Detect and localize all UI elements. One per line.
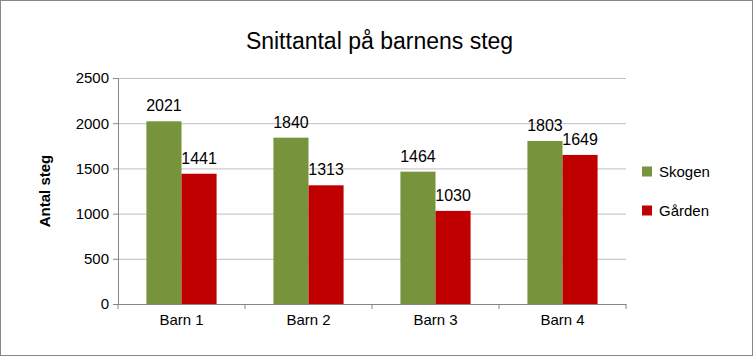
y-tick: 1000 — [76, 205, 118, 222]
grid — [118, 79, 626, 305]
bars — [146, 121, 597, 304]
y-tick-mark — [113, 123, 118, 124]
x-tick-label: Barn 1 — [159, 311, 203, 328]
y-axis-line — [113, 79, 119, 305]
x-tick: Barn 2 — [286, 304, 330, 328]
y-tick-label: 0 — [101, 295, 109, 312]
y-tick-label: 500 — [84, 250, 109, 267]
data-labels: 2021 1840 1464 1803 1441 1313 1030 1649 — [146, 97, 598, 204]
data-label: 1441 — [181, 150, 217, 167]
data-label: 1803 — [527, 117, 563, 134]
legend-label: Skogen — [659, 163, 710, 180]
y-tick: 1500 — [76, 160, 118, 177]
x-separators — [118, 304, 626, 309]
data-label: 1313 — [308, 161, 344, 178]
plot: 05001000150020002500Barn 1Barn 2Barn 3Ba… — [76, 69, 627, 328]
legend: Skogen Gården — [642, 163, 710, 219]
y-tick: 2000 — [76, 115, 118, 132]
y-tick-mark — [113, 259, 118, 260]
data-label: 2021 — [146, 97, 182, 114]
x-tick: Barn 1 — [159, 304, 203, 328]
data-label: 1840 — [273, 114, 309, 131]
chart: 05001000150020002500Barn 1Barn 2Barn 3Ba… — [0, 0, 753, 356]
x-tick: Barn 3 — [413, 304, 457, 328]
legend-swatch — [642, 167, 652, 177]
bar — [182, 174, 217, 304]
y-tick-label: 1500 — [76, 160, 109, 177]
bar — [309, 185, 344, 304]
y-tick-label: 1000 — [76, 205, 109, 222]
y-tick-label: 2000 — [76, 115, 109, 132]
bar — [527, 141, 562, 304]
x-tick-label: Barn 4 — [540, 311, 584, 328]
x-separator — [372, 304, 373, 309]
legend-label: Gården — [659, 202, 709, 219]
data-label: 1464 — [400, 148, 436, 165]
y-tick-mark — [113, 304, 118, 305]
bar — [146, 121, 181, 304]
y-tick: 0 — [101, 295, 118, 312]
data-label: 1649 — [562, 131, 598, 148]
y-axis: 0 500 1000 1500 2000 2500 — [76, 69, 119, 312]
x-tick: Barn 4 — [540, 304, 584, 328]
x-tick-label: Barn 3 — [413, 311, 457, 328]
y-tick-mark — [113, 168, 118, 169]
x-separator — [626, 304, 627, 309]
y-tick-label: 2500 — [76, 69, 109, 86]
x-separator — [499, 304, 500, 309]
bar — [563, 155, 598, 304]
data-label: 1030 — [435, 187, 471, 204]
x-tick-label: Barn 2 — [286, 311, 330, 328]
legend-swatch — [642, 206, 652, 216]
grid-line — [118, 78, 626, 79]
bar — [273, 138, 308, 304]
y-tick: 2500 — [76, 69, 118, 86]
chart-frame — [1, 1, 753, 356]
y-axis-title: Antal steg — [36, 155, 53, 228]
x-axis: Barn 1 Barn 2 Barn 3 Barn 4 — [119, 304, 627, 328]
y-tick-mark — [113, 214, 118, 215]
bar — [400, 172, 435, 304]
title: Snittantal på barnens steg — [246, 28, 513, 54]
x-separator — [118, 304, 119, 309]
y-tick-mark — [113, 78, 118, 79]
x-separator — [245, 304, 246, 309]
y-tick: 500 — [84, 250, 118, 267]
bar — [436, 211, 471, 304]
